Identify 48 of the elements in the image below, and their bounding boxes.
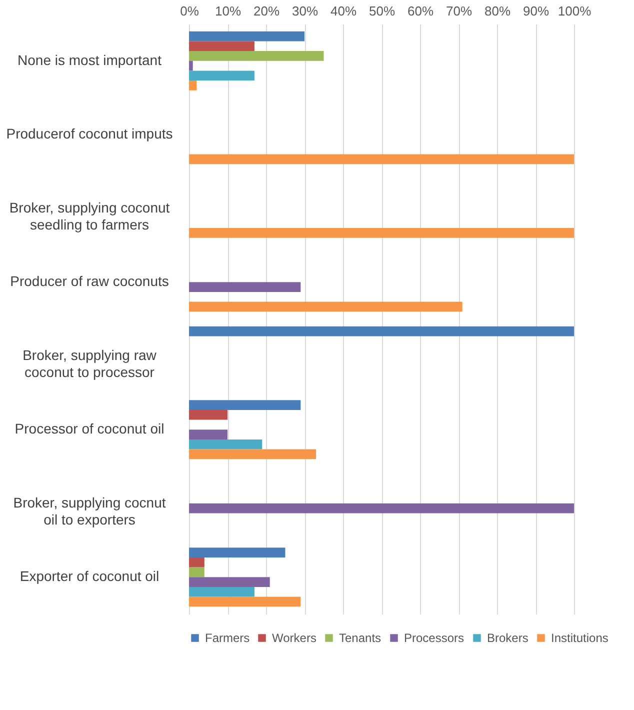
y-tick-label: Producerof coconut imputs	[6, 126, 173, 142]
bar	[189, 51, 324, 61]
y-tick-label: Processor of coconut oil	[14, 420, 164, 437]
bar	[189, 400, 301, 410]
legend-label: Workers	[272, 631, 316, 645]
bar	[189, 228, 574, 238]
x-tick-label: 10%	[214, 4, 242, 18]
bar	[189, 326, 574, 336]
legend-label: Brokers	[487, 631, 528, 645]
bar	[189, 567, 204, 578]
bar	[189, 70, 254, 81]
x-tick-label: 100%	[558, 4, 592, 18]
legend-label: Processors	[404, 631, 464, 645]
bar	[189, 154, 574, 164]
bar	[189, 282, 301, 292]
bar	[189, 430, 228, 440]
y-tick-label: Producer of raw coconuts	[10, 273, 169, 290]
bar	[189, 41, 254, 52]
legend-label: Farmers	[205, 631, 250, 645]
y-tick-label: Broker, supplying raw coconut to processor	[22, 346, 158, 380]
bar	[189, 80, 197, 90]
x-tick-label: 20%	[253, 4, 280, 18]
legend-label: Institutions	[551, 631, 608, 645]
bar	[189, 302, 462, 312]
bar	[189, 60, 193, 71]
x-tick-label: 70%	[446, 4, 472, 18]
x-tick-label: 90%	[522, 4, 550, 18]
y-tick-label: Broker, supplying cocnut oil to exporters	[13, 494, 166, 528]
bar	[189, 596, 301, 607]
x-tick-label: 0%	[180, 4, 200, 18]
legend-label: Tenants	[339, 631, 382, 645]
y-tick-label: Exporter of coconut oil	[20, 568, 160, 584]
bar	[189, 449, 316, 460]
bar	[189, 577, 270, 587]
y-tick-label: None is most important	[18, 52, 162, 68]
x-tick-label: 30%	[292, 4, 318, 18]
bar	[189, 548, 286, 558]
x-tick-label: 60%	[407, 4, 434, 18]
bar	[189, 557, 204, 568]
x-tick-label: 40%	[330, 4, 357, 18]
bar	[189, 586, 254, 597]
bar	[189, 503, 574, 514]
bar	[189, 31, 304, 42]
bar	[189, 439, 262, 450]
x-tick-label: 80%	[484, 4, 511, 18]
y-tick-label: Broker, supplying coconut seedling to farmers	[9, 199, 170, 232]
bar	[189, 410, 228, 420]
x-tick-label: 50%	[368, 4, 396, 18]
